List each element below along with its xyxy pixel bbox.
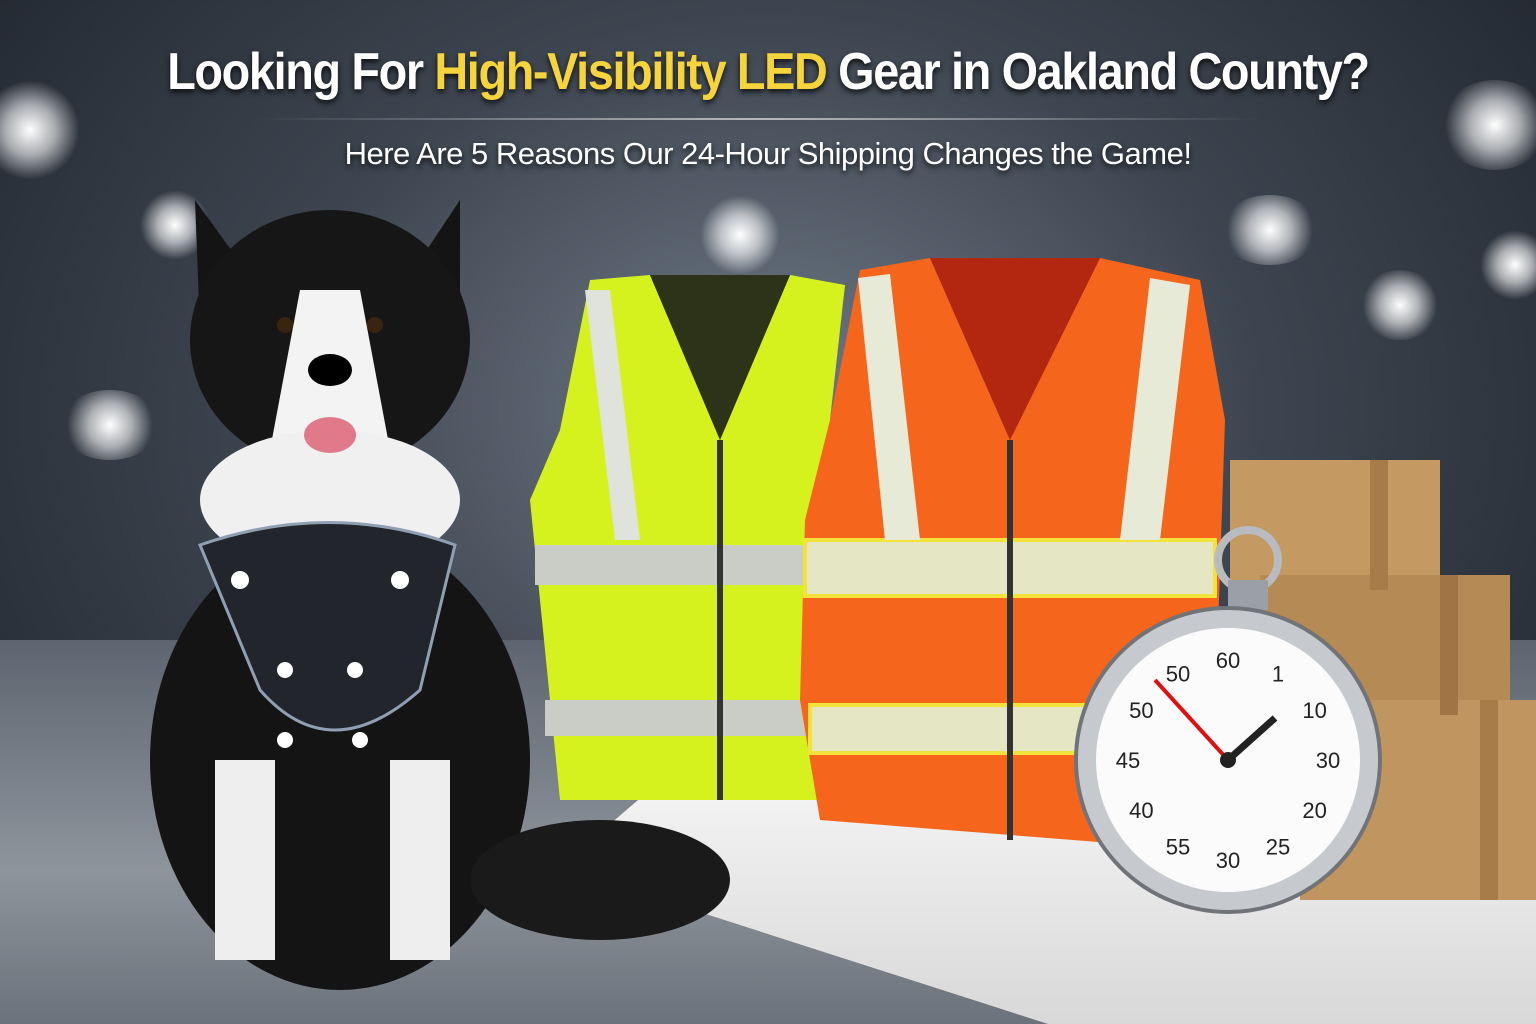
subheadline: Here Are 5 Reasons Our 24-Hour Shipping … xyxy=(344,136,1192,171)
bokeh-light xyxy=(60,390,160,460)
stopwatch-number: 50 xyxy=(1129,698,1153,723)
stopwatch-icon: 60 1 10 30 20 25 30 55 40 45 50 50 xyxy=(1074,526,1382,914)
headline-highlight: High-Visibility LED xyxy=(434,43,827,101)
headline: Looking For High-Visibility LED Gear in … xyxy=(77,42,1459,102)
stopwatch-number: 10 xyxy=(1302,698,1326,723)
stopwatch-second-hand xyxy=(1153,678,1230,762)
stopwatch-number: 55 xyxy=(1166,835,1190,860)
box-tape xyxy=(1480,700,1498,900)
yellow-led-vest xyxy=(530,275,850,800)
stopwatch-minute-hand xyxy=(1225,715,1278,763)
bokeh-light xyxy=(1360,270,1440,340)
bokeh-light xyxy=(0,80,80,180)
bokeh-light xyxy=(1480,230,1536,300)
bokeh-light xyxy=(700,195,780,275)
stopwatch-number: 45 xyxy=(1116,748,1140,773)
stopwatch-dial-numbers: 60 1 10 30 20 25 30 55 40 45 50 50 xyxy=(1116,648,1340,873)
headline-part1: Looking For xyxy=(167,43,435,101)
box-tape xyxy=(1370,460,1388,590)
bokeh-light xyxy=(1440,80,1536,170)
divider xyxy=(260,118,1260,120)
box-icon xyxy=(1230,460,1440,590)
bokeh-light xyxy=(1220,195,1320,265)
stopwatch-number: 60 xyxy=(1216,648,1240,673)
stopwatch-number: 1 xyxy=(1272,661,1284,686)
stopwatch-number: 20 xyxy=(1302,798,1326,823)
box-tape xyxy=(1440,575,1458,715)
stopwatch-number: 30 xyxy=(1316,748,1340,773)
dog-with-led-harness xyxy=(150,200,730,990)
stopwatch-number: 40 xyxy=(1129,798,1153,823)
stopwatch-number: 25 xyxy=(1266,835,1290,860)
stopwatch-number: 50 xyxy=(1166,661,1190,686)
headline-part2: Gear in Oakland County? xyxy=(826,43,1370,101)
stopwatch-number: 30 xyxy=(1216,848,1240,873)
